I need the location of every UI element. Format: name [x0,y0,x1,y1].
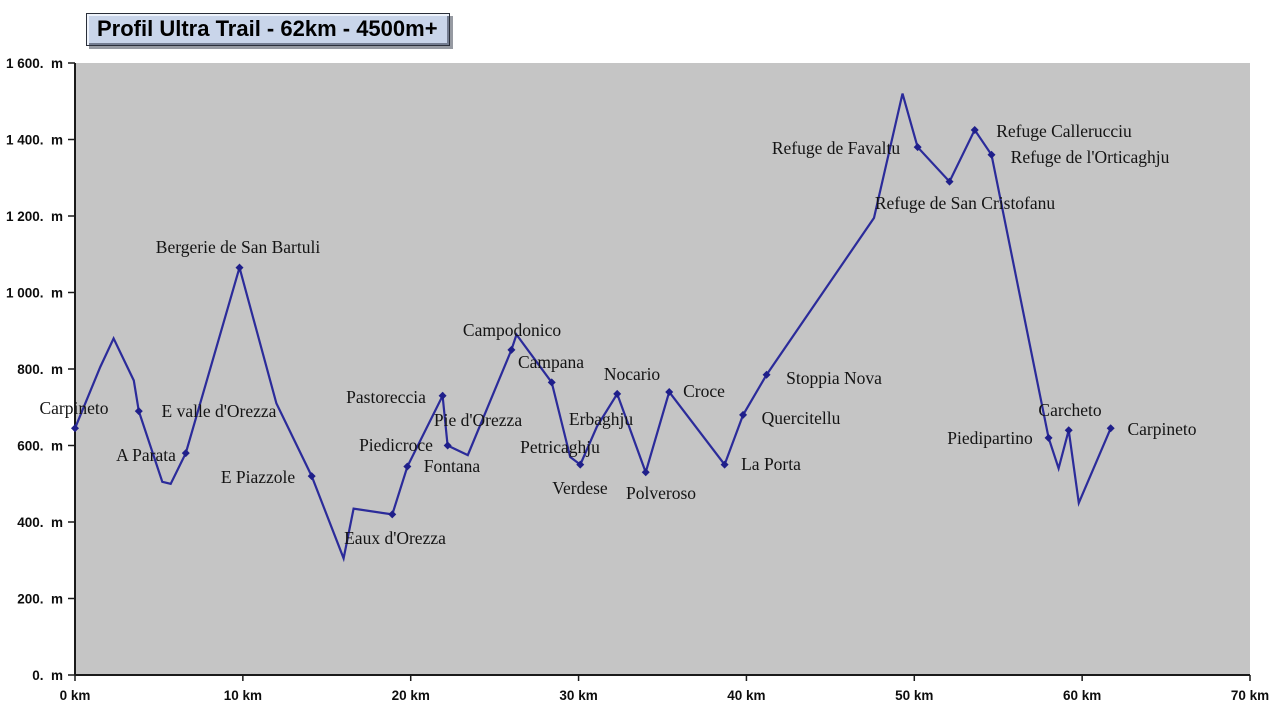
point-label-refuge-de-san-cristofanu: Refuge de San Cristofanu [875,193,1056,213]
point-marker [945,177,954,186]
x-tick-label: 40 km [727,688,765,703]
point-label-la-porta: La Porta [741,454,801,474]
point-label-bergerie-de-san-bartuli: Bergerie de San Bartuli [156,237,321,257]
point-label-polveroso: Polveroso [626,483,696,503]
point-label-carpineto: Carpineto [39,398,108,418]
y-tick-label: 800. m [17,362,63,377]
point-label-refuge-de-l-orticaghju: Refuge de l'Orticaghju [1011,147,1170,167]
point-label-a-parata: A Parata [116,445,176,465]
y-tick-label: 1 200. m [6,209,63,224]
point-marker-bergerie-de-san-bartuli [235,263,244,272]
point-marker-quercitellu [739,410,748,419]
point-marker-campodonico [507,345,516,354]
point-label-e-valle-d-orezza: E valle d'Orezza [162,401,277,421]
point-label-verdese: Verdese [552,478,608,498]
point-label-piedicroce: Piedicroce [359,435,433,455]
point-label-campodonico: Campodonico [463,320,561,340]
y-tick-label: 400. m [17,515,63,530]
point-label-nocario: Nocario [604,364,661,384]
point-marker-polveroso [641,468,650,477]
x-tick-label: 0 km [60,688,91,703]
y-tick-label: 1 600. m [6,56,63,71]
point-marker-piedicroce [403,462,412,471]
point-label-stoppia-nova: Stoppia Nova [786,368,882,388]
point-marker-verdese [576,460,585,469]
point-marker-a-parata [181,449,190,458]
point-marker-nocario [613,389,622,398]
point-label-refuge-de-favaltu: Refuge de Favaltu [772,138,901,158]
point-marker [388,510,397,519]
y-tick-label: 600. m [17,439,63,454]
point-label-fontana: Fontana [424,456,481,476]
point-label-carpineto: Carpineto [1127,419,1196,439]
point-label-croce: Croce [683,381,725,401]
point-marker-e-piazzole [307,472,316,481]
x-tick-label: 20 km [392,688,430,703]
chart-title: Profil Ultra Trail - 62km - 4500m+ [97,16,438,41]
y-tick-label: 0. m [32,668,63,683]
y-tick-label: 200. m [17,592,63,607]
x-tick-label: 50 km [895,688,933,703]
point-marker-carpineto [1106,424,1115,433]
point-marker-pie-d-orezza [443,441,452,450]
point-label-piedipartino: Piedipartino [947,428,1033,448]
point-marker-carpineto [71,424,79,433]
point-marker-e-valle-d-orezza [134,407,143,416]
point-marker-pastoreccia [438,391,447,400]
x-tick-label: 60 km [1063,688,1101,703]
point-label-refuge-callerucciu: Refuge Callerucciu [996,121,1132,141]
point-label-eaux-d-orezza: Eaux d'Orezza [344,528,446,548]
point-label-e-piazzole: E Piazzole [221,467,296,487]
y-tick-label: 1 000. m [6,286,63,301]
point-label-pie-d-orezza: Pie d'Orezza [434,410,522,430]
point-marker-stoppia-nova [762,370,771,379]
point-marker-refuge-callerucciu [970,125,979,134]
point-label-carcheto: Carcheto [1038,400,1101,420]
x-tick-label: 30 km [559,688,597,703]
point-marker-refuge-de-l-orticaghju [987,150,996,159]
plot-area [75,63,1250,675]
point-label-erbaghju: Erbaghju [569,409,633,429]
point-label-quercitellu: Quercitellu [762,408,841,428]
point-label-campana: Campana [518,352,584,372]
point-marker-la-porta [720,460,729,469]
point-marker-carcheto [1064,426,1073,435]
point-label-pastoreccia: Pastoreccia [346,387,426,407]
point-marker-piedipartino [1044,433,1053,442]
point-marker-croce [665,387,674,396]
point-marker-refuge-de-favaltu [913,143,922,152]
y-tick-label: 1 400. m [6,133,63,148]
point-label-petricaghju: Petricaghju [520,437,600,457]
x-tick-label: 70 km [1231,688,1269,703]
point-marker-campana [547,378,556,387]
x-tick-label: 10 km [224,688,262,703]
chart-title-box: Profil Ultra Trail - 62km - 4500m+ [86,13,450,46]
